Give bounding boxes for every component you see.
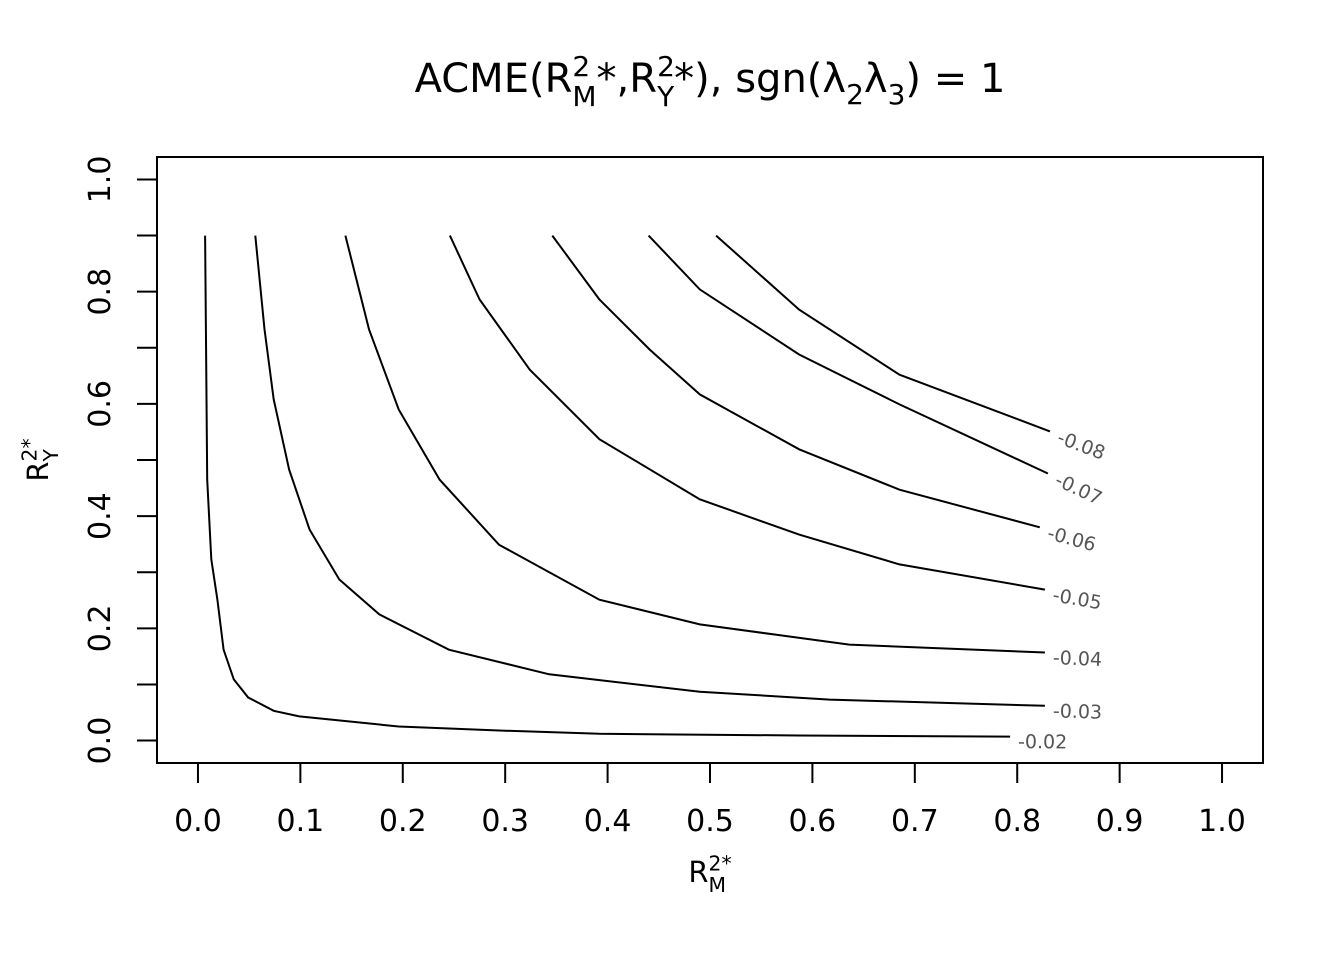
x-tick-label: 0.5 [686,804,734,839]
chart-title-text: *,R [597,56,658,102]
chart-title-sub: 2 [846,78,864,111]
y-axis-label: R2*Y​ [17,438,63,481]
x-tick-label: 0.8 [993,804,1041,839]
y-tick-label: 0.4 [83,492,118,540]
contour-label: -0.07 [1052,469,1106,510]
chart-title-sup: 2 [657,50,675,83]
x-axis-label-text: R [688,855,708,889]
y-axis-label-sup: 2* [17,438,41,461]
x-tick-label: 0.6 [789,804,837,839]
contour-label: -0.05 [1051,584,1103,614]
contour-line [715,234,1051,433]
x-tick-label: 0.9 [1096,804,1144,839]
y-tick-label: 1.0 [83,156,118,204]
chart-title-sup: 2 [572,50,590,83]
x-tick-label: 0.0 [174,804,222,839]
contour-line [448,235,1046,591]
contour-label: -0.06 [1045,522,1098,556]
x-tick-label: 1.0 [1198,804,1246,839]
chart-title-text: *), sgn(λ [674,56,846,102]
contour-label: -0.03 [1053,700,1103,723]
x-axis-label-sup: 2* [709,851,732,875]
chart-title-sub: Y [656,80,675,113]
x-axis-label-sub: M [709,873,727,897]
contour-line [647,234,1049,475]
y-axis-label-text: R [21,461,55,481]
chart-title-text: ) = 1 [905,56,1005,102]
contour-line [254,235,1045,707]
chart-title: ACME(R2M​*,R2Y​*), sgn(λ2​λ3​) = 1 [415,50,1006,113]
contour-label: -0.04 [1052,647,1102,671]
chart-title-text: λ [864,56,888,102]
x-tick-label: 0.1 [277,804,325,839]
x-tick-label: 0.4 [584,804,632,839]
y-tick-label: 0.2 [83,604,118,652]
contour-line [344,235,1045,654]
x-axis-label: R2*M​ [688,851,731,897]
chart-title-sub: 3 [888,78,906,111]
y-tick-label: 0.0 [83,717,118,765]
x-tick-label: 0.7 [891,804,939,839]
contour-line [551,235,1041,529]
x-tick-label: 0.3 [481,804,529,839]
chart-title-sub: M [572,80,596,113]
y-axis-label-sub: Y [39,448,63,462]
contour-label: -0.08 [1054,427,1108,465]
contour-label: -0.02 [1018,731,1067,753]
contour-line [204,235,1011,738]
x-tick-label: 0.2 [379,804,427,839]
chart-title-text: ACME(R [415,56,573,102]
y-tick-label: 0.6 [83,380,118,428]
y-tick-label: 0.8 [83,268,118,316]
